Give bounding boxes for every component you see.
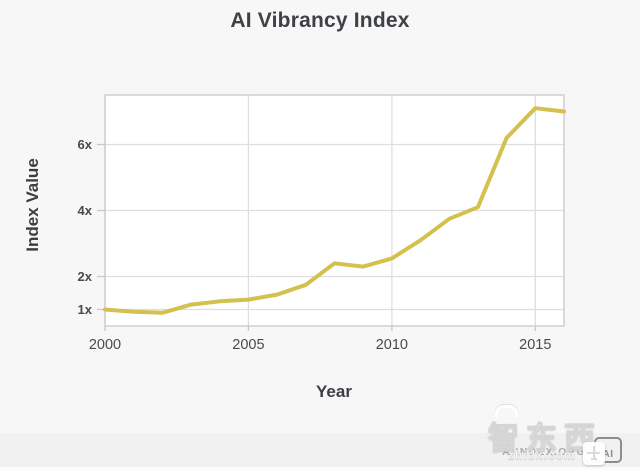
antenna-icon <box>495 405 518 417</box>
zhidx-grid-icon <box>583 442 605 465</box>
watermark-domain-text: zhidx.com <box>508 448 576 463</box>
x-tick-label: 2005 <box>232 337 264 353</box>
y-tick-label: 6x <box>78 137 93 152</box>
y-tick-label: 4x <box>78 203 93 218</box>
x-tick-label: 2000 <box>89 337 121 353</box>
x-axis-title: Year <box>316 382 352 401</box>
y-tick-label: 2x <box>78 269 93 284</box>
x-tick-label: 2010 <box>376 337 408 353</box>
zhidx-watermark: 智东西 zhidx.com <box>486 403 636 467</box>
bottom-strip <box>0 467 640 470</box>
aiindex-logo-label: AI <box>602 449 614 460</box>
footer-bar: AIINDEX.ORG <box>0 433 640 467</box>
y-tick-label: 1x <box>78 302 93 317</box>
x-tick-label: 2015 <box>519 337 551 353</box>
watermark-brand-text: 智东西 <box>487 420 602 456</box>
vibrancy-index-line <box>103 106 566 315</box>
footer-credit-text: AIINDEX.ORG <box>502 447 586 458</box>
chart-title: AI Vibrancy Index <box>230 9 410 32</box>
